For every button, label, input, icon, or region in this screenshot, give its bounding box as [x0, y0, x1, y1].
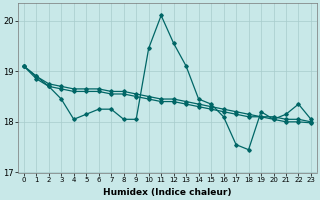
X-axis label: Humidex (Indice chaleur): Humidex (Indice chaleur) — [103, 188, 232, 197]
